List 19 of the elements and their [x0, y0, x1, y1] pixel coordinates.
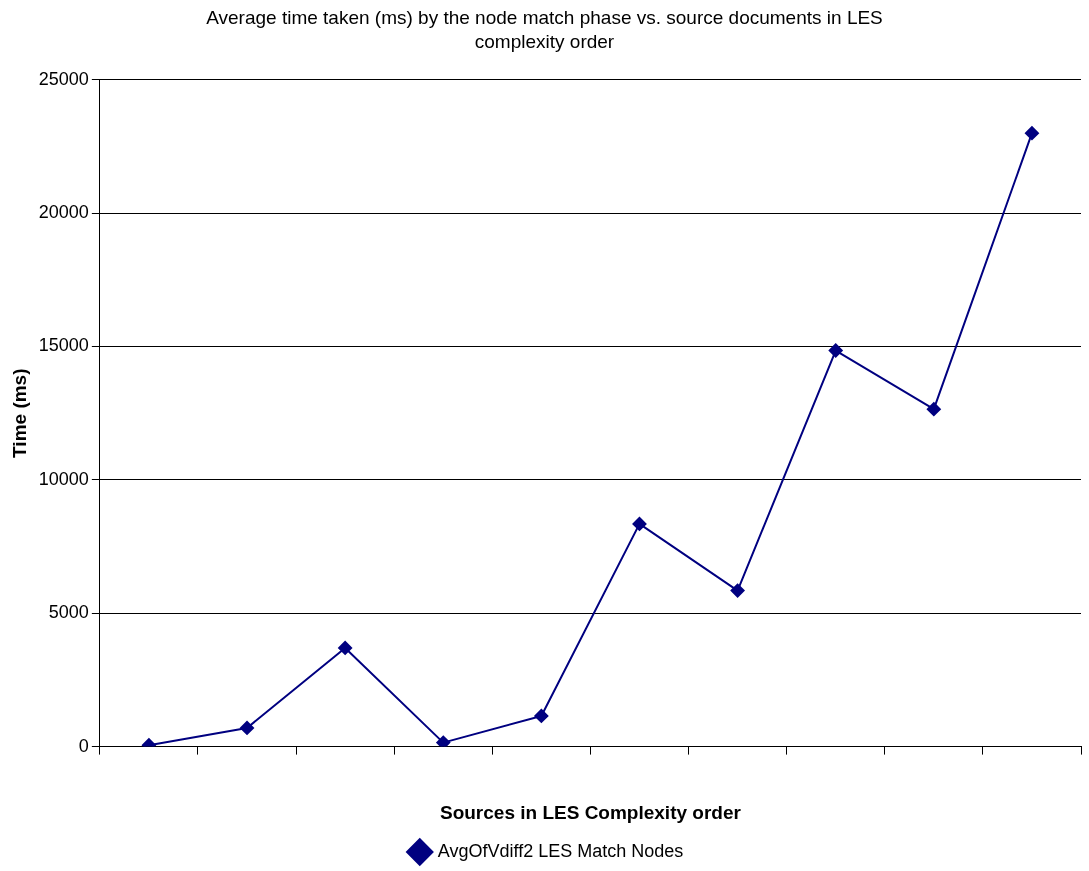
- point: [926, 402, 941, 417]
- point: [338, 640, 353, 655]
- legend-label: AvgOfVdiff2 LES Match Nodes: [437, 840, 684, 861]
- point: [240, 720, 255, 735]
- y-tick-label: 15000: [38, 335, 89, 356]
- point: [534, 708, 549, 723]
- y-tick-label: 20000: [38, 202, 89, 223]
- y-tick-label: 0: [78, 735, 89, 756]
- point: [828, 343, 843, 358]
- y-axis-title: Time (ms): [8, 368, 30, 458]
- point: [436, 735, 451, 747]
- point: [730, 583, 745, 598]
- chart-title: Average time taken (ms) by the node match phase vs. source documents in LES complexity order: [205, 6, 884, 54]
- point: [632, 516, 647, 531]
- point: [1024, 126, 1039, 141]
- y-tick-label: 25000: [38, 68, 89, 89]
- x-axis-title: Sources in LES Complexity order: [439, 801, 742, 823]
- y-tick-label: 5000: [48, 602, 89, 623]
- y-tick-label: 10000: [38, 468, 89, 489]
